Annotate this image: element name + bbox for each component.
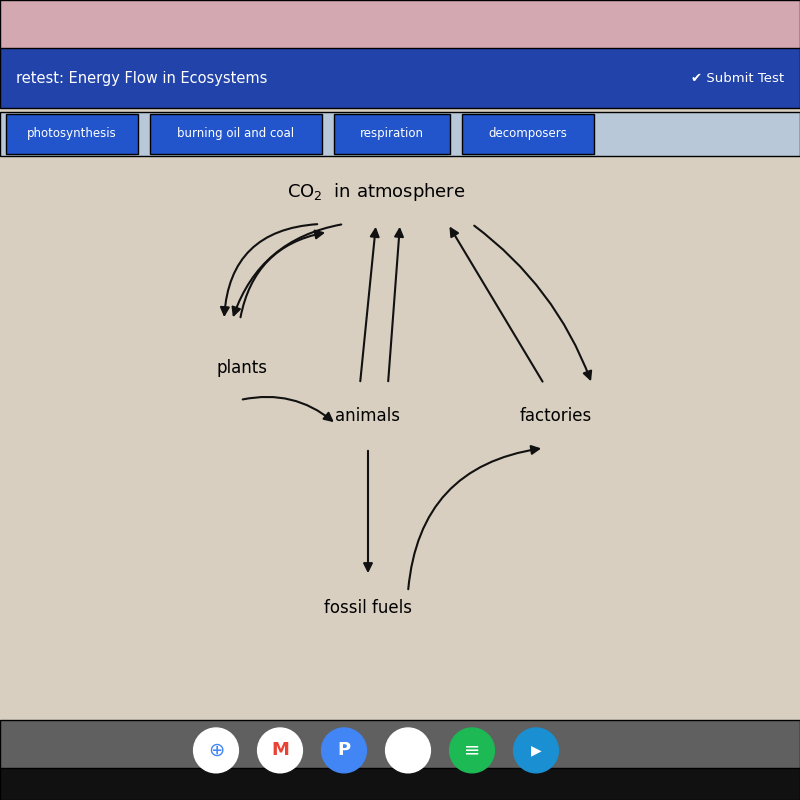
FancyBboxPatch shape	[0, 720, 800, 800]
Circle shape	[450, 728, 494, 773]
Text: CO$_2$  in atmosphere: CO$_2$ in atmosphere	[286, 181, 466, 203]
Circle shape	[194, 728, 238, 773]
FancyBboxPatch shape	[150, 114, 322, 154]
FancyArrowPatch shape	[242, 397, 332, 421]
Text: respiration: respiration	[360, 127, 424, 141]
Text: P: P	[338, 742, 350, 759]
Text: ≡: ≡	[464, 741, 480, 760]
Circle shape	[258, 728, 302, 773]
FancyBboxPatch shape	[462, 114, 594, 154]
FancyBboxPatch shape	[0, 768, 800, 800]
Text: factories: factories	[520, 407, 592, 425]
FancyBboxPatch shape	[6, 114, 138, 154]
FancyBboxPatch shape	[0, 48, 800, 108]
Text: M: M	[271, 742, 289, 759]
Circle shape	[514, 728, 558, 773]
FancyArrowPatch shape	[241, 230, 323, 318]
Circle shape	[386, 728, 430, 773]
Text: fossil fuels: fossil fuels	[324, 599, 412, 617]
Text: photosynthesis: photosynthesis	[27, 127, 117, 141]
FancyArrowPatch shape	[408, 446, 539, 590]
Text: burning oil and coal: burning oil and coal	[178, 127, 294, 141]
FancyBboxPatch shape	[334, 114, 450, 154]
FancyArrowPatch shape	[221, 224, 318, 315]
Text: decomposers: decomposers	[489, 127, 567, 141]
FancyBboxPatch shape	[0, 0, 800, 52]
FancyBboxPatch shape	[0, 112, 800, 156]
FancyArrowPatch shape	[474, 226, 591, 379]
Text: ✔ Submit Test: ✔ Submit Test	[691, 71, 784, 85]
Text: animals: animals	[335, 407, 401, 425]
Text: ▶: ▶	[530, 743, 542, 758]
Text: ⊕: ⊕	[208, 741, 224, 760]
Text: retest: Energy Flow in Ecosystems: retest: Energy Flow in Ecosystems	[16, 70, 267, 86]
Circle shape	[322, 728, 366, 773]
FancyArrowPatch shape	[233, 225, 342, 315]
Text: plants: plants	[216, 359, 267, 377]
